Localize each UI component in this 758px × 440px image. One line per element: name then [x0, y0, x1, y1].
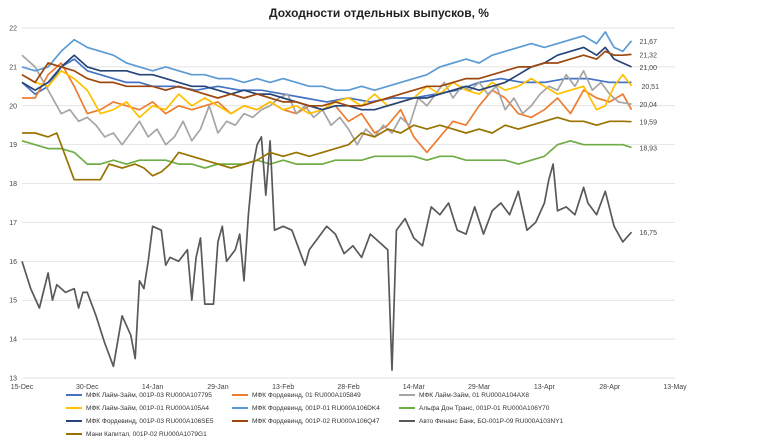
series-line	[21, 31, 633, 92]
series-line	[22, 116, 632, 181]
y-tick-label: 14	[9, 337, 17, 344]
legend-entry: МФК Фордевинд, 01 RU000A105849	[252, 392, 361, 399]
legend-entry: Альфа Дон Транс, 001P-01 RU000A106Y70	[419, 405, 550, 412]
series-line	[21, 136, 633, 372]
y-tick-label: 22	[9, 26, 17, 33]
legend-entry: Мани Капитал, 001P-02 RU000A1079G1	[86, 431, 207, 438]
series-end-label: 19,59	[639, 120, 657, 127]
series-end-label: 21,00	[639, 65, 657, 72]
legend-entry: Авто Финанс Банк, БО-001Р-09 RU000A103NY…	[419, 418, 564, 425]
series-line	[21, 50, 632, 107]
series-line	[21, 54, 632, 146]
y-tick-label: 13	[9, 376, 17, 383]
legend-entry: МФК Лайм-Займ, 001P-03 RU000A107795	[86, 391, 212, 399]
series-end-label: 18,93	[639, 145, 657, 152]
y-tick-label: 20	[9, 103, 17, 110]
legend-entry: МФК Фордевинд, 001P-02 RU000A106Q47	[252, 418, 380, 425]
x-tick-label: 29-Jan	[207, 384, 229, 391]
series-line	[21, 58, 632, 103]
legend: МФК Лайм-Займ, 001P-03 RU000A107795 МФК Ф…	[66, 391, 564, 438]
y-tick-label: 16	[9, 259, 17, 266]
chart-title: Доходности отдельных выпусков, %	[269, 6, 489, 20]
y-tick-label: 19	[9, 142, 17, 149]
series-end-label: 16,75	[639, 230, 657, 237]
y-tick-label: 18	[9, 181, 17, 188]
x-tick-label: 14-Mar	[403, 384, 426, 391]
x-tick-label: 13-Apr	[534, 384, 556, 391]
x-tick-label: 29-Mar	[468, 384, 491, 391]
series-end-label: 20,51	[641, 84, 659, 91]
x-tick-label: 15-Dec	[11, 384, 34, 391]
x-axis-ticks: 15-Dec 30-Dec 14-Jan 29-Jan 13-Feb 28-Feb 14-M…	[11, 384, 687, 391]
y-axis-ticks: 13 14 15 16 17 18 19 20 21 22	[9, 26, 17, 383]
legend-entry: МФК Лайм-Займ, 001P-01 RU000A105A4	[86, 404, 209, 412]
x-tick-label: 13-May	[663, 384, 687, 391]
y-tick-label: 21	[9, 64, 17, 71]
x-tick-label: 28-Apr	[599, 384, 621, 391]
legend-entry: МФК Фордевинд, 001P-01 RU000A106DK4	[252, 405, 380, 412]
series-line	[21, 139, 632, 169]
x-tick-label: 14-Jan	[142, 384, 164, 391]
x-tick-label: 28-Feb	[337, 384, 359, 391]
y-tick-label: 15	[9, 298, 17, 305]
y-tick-label: 17	[9, 220, 17, 227]
series-end-label: 21,32	[639, 52, 657, 59]
end-labels: 20,04 20,51 21,67 18,93 21,00 21,32 16,75 19,59	[639, 39, 659, 237]
legend-entry: МФК Лайм-Займ, 01 RU000A104AX8	[419, 391, 529, 399]
series-end-label: 20,04	[639, 102, 657, 109]
x-tick-label: 30-Dec	[76, 384, 99, 391]
series-lines	[21, 31, 633, 372]
x-tick-label: 13-Feb	[272, 384, 294, 391]
series-end-label: 21,67	[639, 39, 657, 46]
legend-entry: МФК Фордевинд, 001P-03 RU000A106SE5	[86, 418, 214, 425]
